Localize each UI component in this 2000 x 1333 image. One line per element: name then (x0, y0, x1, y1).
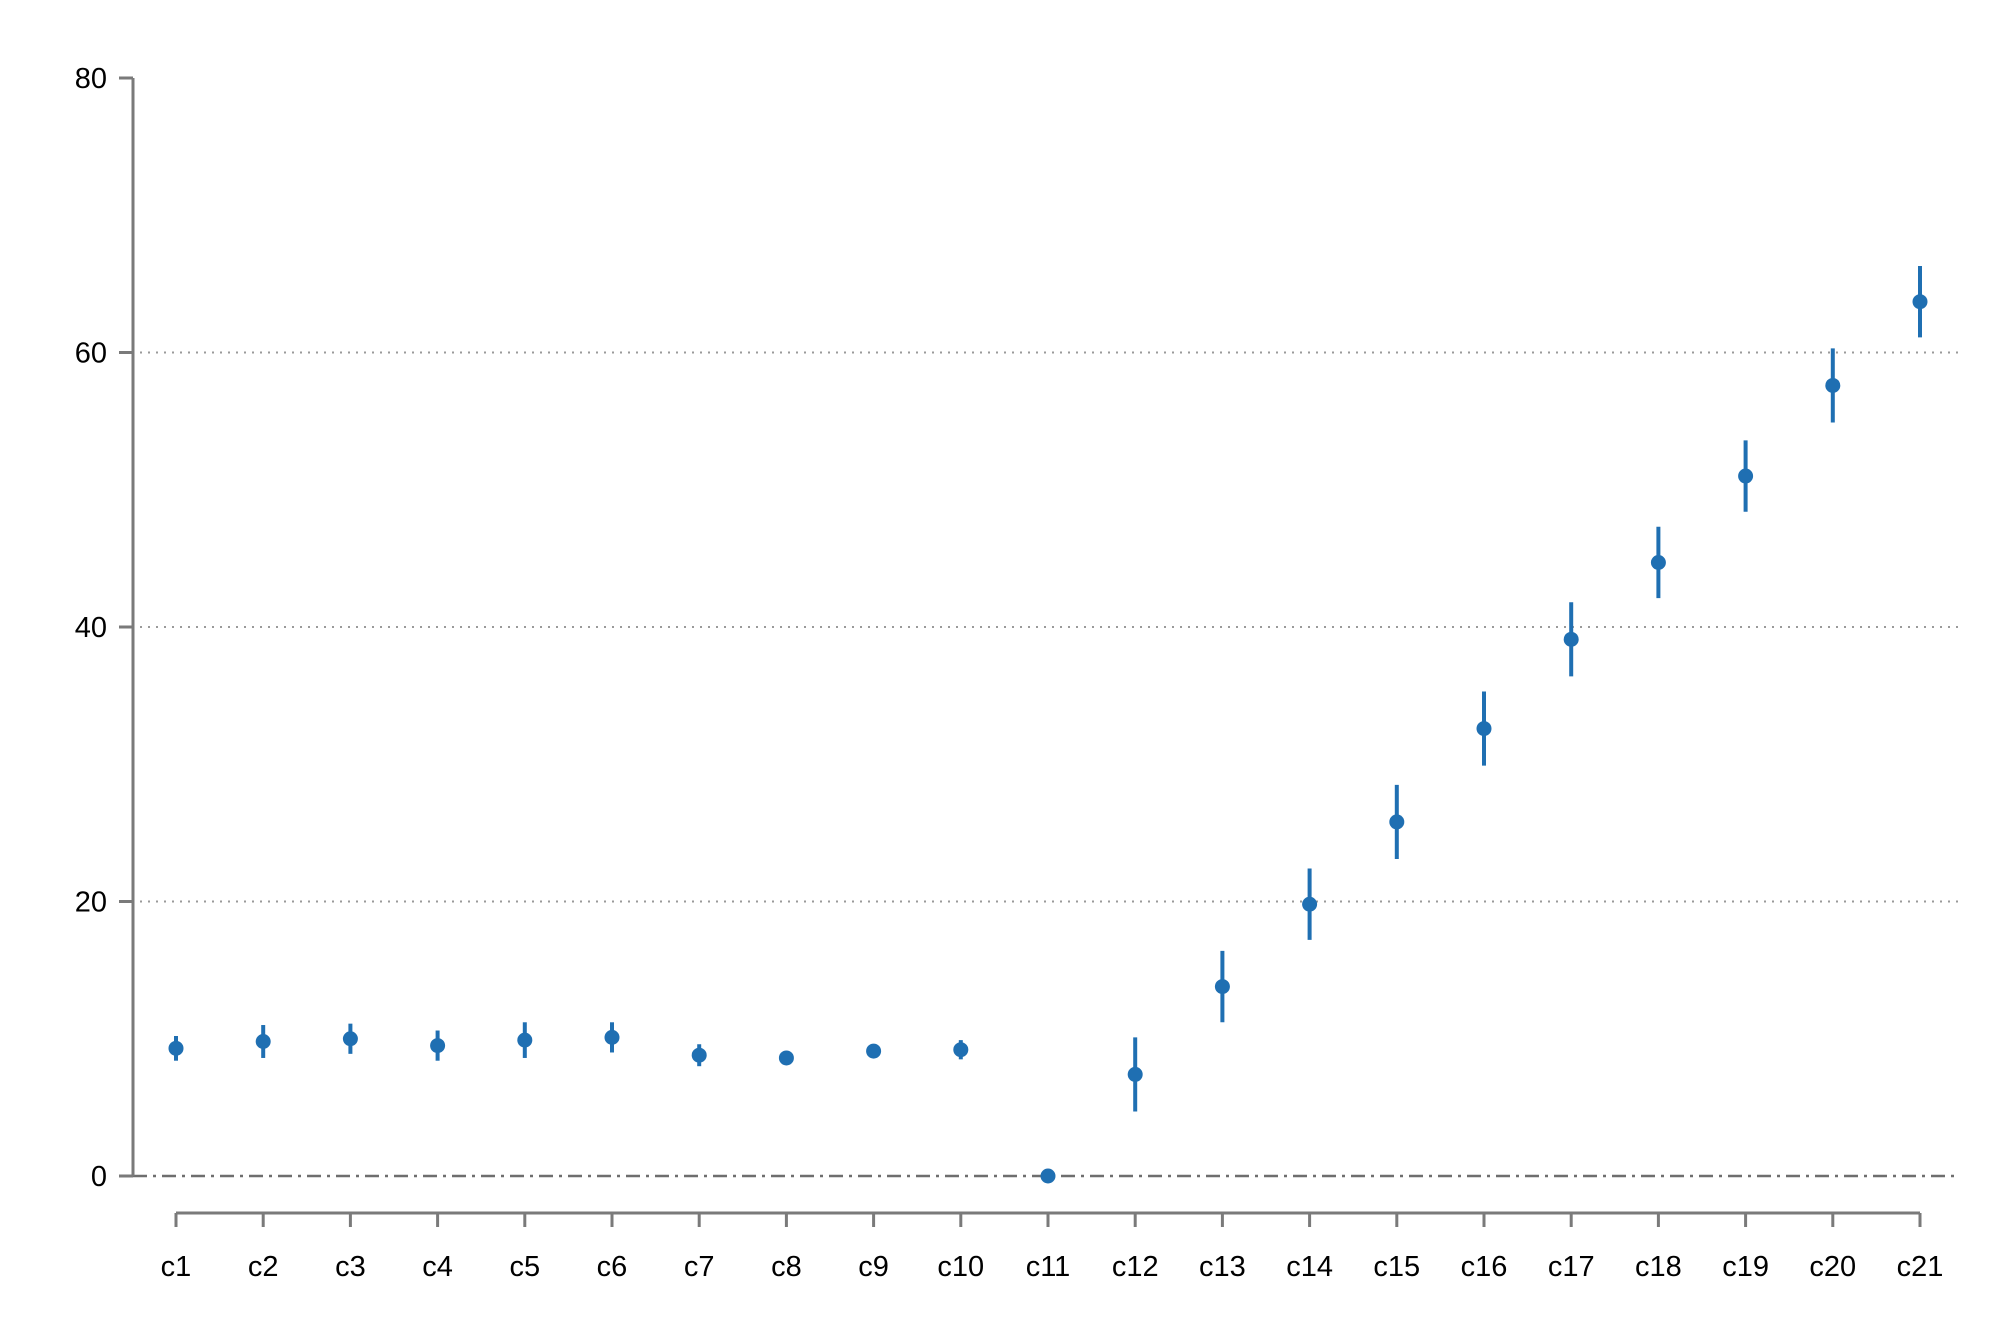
data-point (953, 1042, 969, 1058)
data-point (255, 1033, 271, 1049)
data-point (517, 1032, 533, 1048)
x-axis: c1 c2 c3 c4 c5 c6 c7 c8 c9 c10 c11 c12 c13 c14 c15 c16 c… (161, 1211, 1944, 1283)
x-tick-label: c21 (1897, 1251, 1944, 1283)
y-tick-label: 20 (75, 887, 107, 919)
data-point (1389, 814, 1405, 830)
x-tick-label: c2 (248, 1251, 279, 1283)
x-tick-label: c10 (937, 1251, 984, 1283)
y-tick-label: 0 (91, 1161, 107, 1193)
data-point (168, 1040, 184, 1056)
gridlines (140, 351, 1960, 903)
y-tick-label: 40 (75, 612, 107, 644)
x-tick-label: c13 (1199, 1251, 1246, 1283)
series-points (168, 266, 1928, 1184)
data-point (1127, 1066, 1143, 1082)
y-tick-label: 60 (75, 338, 107, 370)
data-point (866, 1043, 882, 1059)
data-point (1214, 979, 1230, 995)
data-point (778, 1050, 794, 1066)
x-tick-label: c12 (1112, 1251, 1159, 1283)
data-point (342, 1031, 358, 1047)
x-tick-label: c3 (335, 1251, 366, 1283)
data-point (1040, 1168, 1056, 1184)
x-tick-label: c4 (422, 1251, 453, 1283)
data-point (1738, 468, 1754, 484)
x-tick-label: c17 (1548, 1251, 1595, 1283)
data-point (691, 1047, 707, 1063)
data-point (430, 1038, 446, 1054)
x-tick-label: c14 (1286, 1251, 1333, 1283)
x-tick-label: c8 (771, 1251, 802, 1283)
x-tick-label: c19 (1722, 1251, 1769, 1283)
data-point (1825, 377, 1841, 393)
data-point (1563, 631, 1579, 647)
data-point (1912, 294, 1928, 310)
data-point (1302, 896, 1318, 912)
y-tick-label: 80 (75, 63, 107, 95)
x-tick-label: c5 (509, 1251, 540, 1283)
data-point (604, 1029, 620, 1045)
data-point (1476, 721, 1492, 737)
x-tick-label: c15 (1373, 1251, 1420, 1283)
x-tick-label: c11 (1026, 1251, 1071, 1283)
x-tick-label: c9 (858, 1251, 889, 1283)
x-tick-label: c7 (684, 1251, 715, 1283)
x-tick-label: c1 (161, 1251, 192, 1283)
x-tick-label: c20 (1809, 1251, 1856, 1283)
data-point (1650, 554, 1666, 570)
x-tick-label: c18 (1635, 1251, 1682, 1283)
x-tick-label: c6 (597, 1251, 628, 1283)
y-axis: 0 20 40 60 80 (75, 63, 135, 1193)
x-tick-label: c16 (1461, 1251, 1508, 1283)
